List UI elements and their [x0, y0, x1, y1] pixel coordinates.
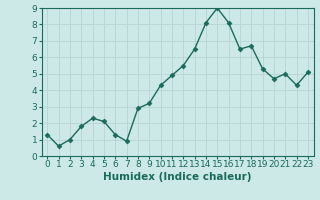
X-axis label: Humidex (Indice chaleur): Humidex (Indice chaleur) — [103, 172, 252, 182]
